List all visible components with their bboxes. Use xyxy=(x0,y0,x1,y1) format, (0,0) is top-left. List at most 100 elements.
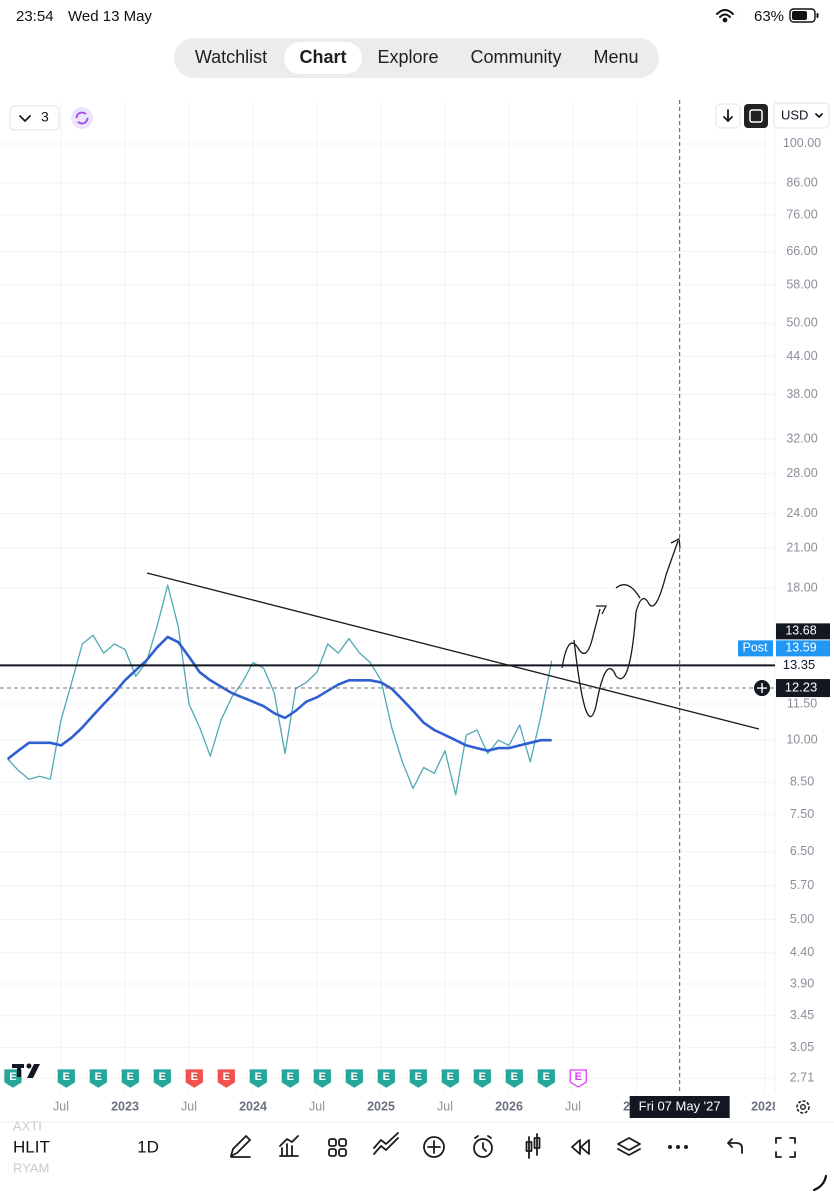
y-tick-label: 32.00 xyxy=(786,431,817,445)
x-tick-label: Jul xyxy=(53,1099,69,1113)
overlay: 13.35 Post 13.59 13.68 12.23 Fri 07 May '27 xyxy=(629,623,830,1118)
interval[interactable]: 1D xyxy=(137,1137,159,1156)
earnings-marker[interactable]: E xyxy=(185,1069,203,1088)
fullscreen-button[interactable] xyxy=(744,104,768,128)
earnings-badge xyxy=(249,1069,267,1088)
x-tick-label: Jul xyxy=(309,1099,325,1113)
symbol[interactable]: HLIT xyxy=(13,1137,50,1156)
earnings-label: E xyxy=(63,1071,70,1083)
earnings-badge xyxy=(153,1069,171,1088)
earnings-badge xyxy=(217,1069,235,1088)
tab[interactable]: Watchlist xyxy=(195,47,267,67)
arrow-head xyxy=(670,538,681,549)
earnings-label: E xyxy=(383,1071,390,1083)
earnings-label: E xyxy=(319,1071,326,1083)
tab[interactable]: Community xyxy=(470,47,561,67)
tab[interactable]: Chart xyxy=(299,47,346,67)
add-tool[interactable] xyxy=(423,1136,445,1158)
battery-icon xyxy=(789,8,819,23)
post-label-bg xyxy=(738,640,773,657)
moon-icon xyxy=(741,9,751,22)
earnings-marker[interactable]: E xyxy=(281,1069,299,1088)
earnings-marker[interactable]: E xyxy=(121,1069,139,1088)
post-price: 13.59 xyxy=(785,641,816,655)
sync-button[interactable] xyxy=(71,107,93,129)
status-date: Wed 13 May xyxy=(68,8,152,25)
chart-type-tool[interactable] xyxy=(525,1133,541,1159)
earnings-marker[interactable]: E xyxy=(89,1069,107,1088)
x-tick-label: 2028 xyxy=(751,1099,779,1113)
tab[interactable]: Menu xyxy=(593,47,638,67)
earnings-marker[interactable]: E xyxy=(153,1069,171,1088)
earnings-badge xyxy=(409,1069,427,1088)
x-tick-label: 2024 xyxy=(239,1099,267,1113)
y-tick-label: 3.45 xyxy=(790,1008,814,1022)
earnings-label: E xyxy=(543,1071,550,1083)
templates-tool[interactable] xyxy=(328,1138,347,1157)
earnings-marker[interactable]: E xyxy=(569,1069,587,1088)
earnings-marker[interactable]: E xyxy=(377,1069,395,1088)
price-series xyxy=(6,635,552,761)
earnings-label: E xyxy=(351,1071,358,1083)
earnings-marker[interactable]: E xyxy=(473,1069,491,1088)
draw-tool[interactable] xyxy=(230,1135,251,1158)
y-tick-label: 8.50 xyxy=(790,775,814,789)
x-tick-label: 2026 xyxy=(495,1099,523,1113)
tabs: Watchlist Chart Explore Community Menu xyxy=(195,42,639,74)
earnings-marker[interactable]: E xyxy=(345,1069,363,1088)
earnings-badge xyxy=(89,1069,107,1088)
tab[interactable]: Explore xyxy=(377,47,438,67)
last-price: 13.68 xyxy=(785,624,816,638)
earnings-badge xyxy=(441,1069,459,1088)
earnings-marker[interactable]: E xyxy=(505,1069,523,1088)
y-tick-label: 38.00 xyxy=(786,387,817,401)
x-tick-label: Jul xyxy=(565,1099,581,1113)
earnings-marker[interactable]: E xyxy=(441,1069,459,1088)
battery-percent: 63% xyxy=(754,8,784,25)
earnings-marker[interactable]: E xyxy=(409,1069,427,1088)
earnings-badge xyxy=(345,1069,363,1088)
layers-tool[interactable] xyxy=(617,1137,641,1156)
x-tick-label: Jul xyxy=(181,1099,197,1113)
earnings-marker[interactable]: E xyxy=(57,1069,75,1088)
x-tick-label: Jul xyxy=(437,1099,453,1113)
earnings-marker[interactable]: E xyxy=(537,1069,555,1088)
y-tick-label: 66.00 xyxy=(786,244,817,258)
earnings-marker[interactable]: E xyxy=(249,1069,267,1088)
y-tick-label: 7.50 xyxy=(790,807,814,821)
indicators-tool[interactable] xyxy=(279,1135,299,1157)
earnings-badge xyxy=(313,1069,331,1088)
alert-tool[interactable] xyxy=(473,1135,493,1158)
hand-drawn-stroke xyxy=(615,584,641,599)
more-tool[interactable] xyxy=(668,1145,688,1149)
x-tick-label: 2023 xyxy=(111,1099,139,1113)
earnings-badge xyxy=(185,1069,203,1088)
y-tick-label: 76.00 xyxy=(786,207,817,221)
expand-tool[interactable] xyxy=(775,1137,796,1158)
trend-line xyxy=(146,572,760,730)
earnings-label: E xyxy=(191,1071,198,1083)
crosshair-date-bg xyxy=(629,1096,730,1118)
toolbar-icons xyxy=(230,1132,796,1159)
x-axis xyxy=(60,100,766,1093)
earnings-badge xyxy=(569,1069,587,1088)
earnings-label: E xyxy=(159,1071,166,1083)
layout-dropdown[interactable]: 3 xyxy=(9,105,60,131)
compare-tool[interactable] xyxy=(373,1132,399,1155)
replay-tool[interactable] xyxy=(571,1139,590,1155)
earnings-label: E xyxy=(255,1071,262,1083)
earnings-label: E xyxy=(447,1071,454,1083)
wifi-icon xyxy=(716,9,734,23)
earnings-marker[interactable]: E xyxy=(217,1069,235,1088)
download-button[interactable] xyxy=(715,103,741,129)
grid: 100.00 86.00 76.00 66.00 58.00 50.00 44.00 38.0… xyxy=(0,100,821,1113)
y-tick-label: 44.00 xyxy=(786,349,817,363)
currency-dropdown[interactable]: USD xyxy=(773,102,830,129)
y-tick-label: 28.00 xyxy=(786,466,817,480)
earnings-label: E xyxy=(9,1071,16,1083)
undo-tool[interactable] xyxy=(727,1138,743,1154)
settings-button[interactable] xyxy=(796,1100,810,1114)
earnings-marker[interactable]: E xyxy=(313,1069,331,1088)
y-tick-label: 10.00 xyxy=(786,732,817,746)
